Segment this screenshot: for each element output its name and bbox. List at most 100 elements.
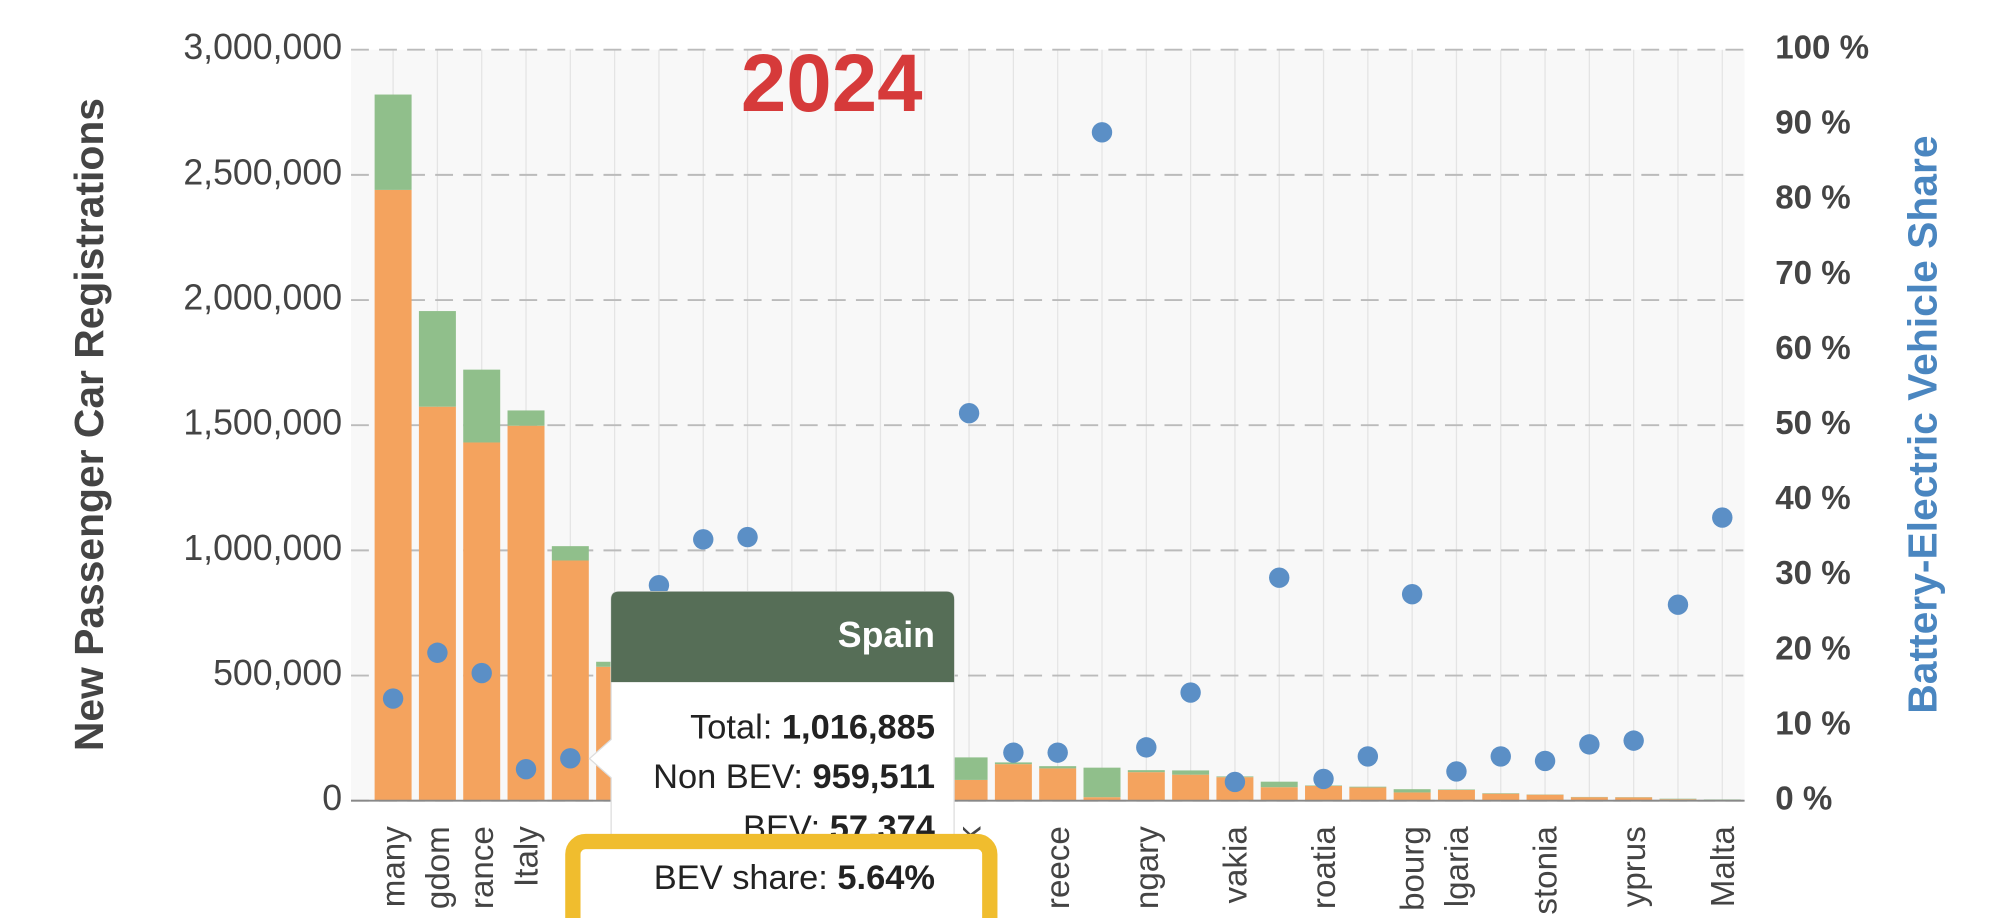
bar-segment: [1349, 786, 1387, 788]
tooltip-value: 5.64%: [837, 859, 935, 897]
share-dot: [560, 748, 581, 769]
bar-segment: [950, 779, 988, 801]
bar-segment: [1703, 799, 1741, 800]
y2-tick-label: 100 %: [1775, 29, 1869, 66]
tooltip-title: Spain: [838, 615, 935, 655]
bar-segment: [1127, 772, 1165, 801]
bar-segment: [994, 764, 1032, 801]
y2-tick-label: 90 %: [1775, 105, 1851, 142]
bar-segment: [1526, 794, 1564, 801]
y2-tick-label: 70 %: [1775, 255, 1851, 292]
bar-segment: [1039, 766, 1077, 769]
x-tick-label: bourg: [1395, 826, 1432, 911]
share-dot: [1623, 730, 1644, 751]
y-tick-label: 1,000,000: [183, 528, 342, 568]
share-dot: [1136, 737, 1157, 758]
share-dot: [382, 688, 404, 709]
share-dot: [1313, 768, 1334, 790]
share-dot: [1091, 122, 1113, 143]
marks: 0 500,000 1,000,000 1,500,000 2,000,000 2,500…: [183, 27, 1869, 914]
y-tick-label: 1,500,000: [183, 403, 342, 443]
bar-segment: [463, 369, 501, 443]
bar-segment: [1615, 797, 1653, 801]
y2-tick-label: 50 %: [1775, 405, 1851, 442]
y-tick-label: 2,000,000: [183, 277, 342, 317]
tooltip-value: 959,511: [812, 758, 934, 796]
bar-segment: [1172, 770, 1210, 775]
tooltip-label: Non BEV:: [653, 758, 803, 796]
share-dot: [648, 574, 670, 596]
x-tick-label: roatia: [1306, 826, 1343, 909]
bar-segment: [374, 94, 412, 190]
y2-tick-label: 40 %: [1775, 480, 1851, 517]
bar-segment: [418, 406, 456, 801]
bar-segment: [1127, 770, 1165, 773]
bar-segment: [1393, 792, 1431, 801]
x-tick-label: ngary: [1129, 826, 1166, 909]
share-dot: [1180, 682, 1201, 703]
bar-segment: [950, 757, 988, 780]
y-tick-label: 500,000: [213, 653, 342, 693]
y-tick-label: 3,000,000: [183, 27, 342, 67]
x-tick-label: Malta: [1705, 826, 1742, 908]
tooltip-label: Total:: [690, 708, 772, 746]
bar-segment: [1349, 787, 1387, 801]
tooltip-value: 1,016,885: [782, 708, 935, 746]
share-dot: [1357, 746, 1379, 767]
bar-segment: [1482, 793, 1520, 801]
share-dot: [515, 758, 537, 780]
x-tick-label: lgaria: [1439, 826, 1476, 908]
bar-segment: [994, 762, 1032, 765]
bar-segment: [1083, 797, 1121, 801]
share-dot: [958, 402, 980, 424]
tooltip-header: [611, 591, 955, 683]
bar-segment: [1393, 789, 1431, 793]
bar-segment: [374, 189, 412, 801]
y2-tick-label: 0 %: [1775, 780, 1832, 817]
y-axis-title: New Passenger Car Registrations: [66, 98, 112, 751]
share-dot: [1712, 507, 1733, 528]
share-dot: [693, 529, 714, 550]
y-tick-label: 0: [322, 778, 342, 818]
x-tick-label: many: [376, 826, 413, 907]
bar-segment: [1305, 785, 1343, 801]
share-dot: [427, 642, 448, 663]
bar-segment: [1172, 774, 1210, 801]
x-tick-label: yprus: [1616, 826, 1653, 907]
y2-tick-label: 20 %: [1775, 630, 1851, 667]
y2-tick-label: 80 %: [1775, 180, 1851, 217]
bar-segment: [418, 311, 456, 407]
bar-segment: [551, 546, 589, 561]
bar-segment: [1260, 781, 1298, 788]
share-dot: [471, 662, 492, 684]
bar-segment: [507, 410, 545, 426]
bar-segment: [1437, 789, 1475, 790]
y2-tick-label: 30 %: [1775, 555, 1851, 592]
share-dot: [1003, 742, 1024, 763]
y-tick-label: 2,500,000: [183, 152, 342, 192]
x-tick-label: rance: [464, 826, 501, 909]
share-dot: [1269, 567, 1290, 588]
share-dot: [1047, 742, 1068, 763]
bar-segment: [463, 442, 501, 801]
share-dot: [1401, 583, 1423, 605]
share-dot: [737, 526, 758, 548]
share-dot: [1579, 734, 1600, 755]
share-dot: [1534, 750, 1556, 772]
bar-segment: [1260, 787, 1298, 801]
x-tick-label: Italy: [508, 826, 545, 887]
share-dot: [1667, 594, 1689, 615]
share-dot: [1446, 761, 1467, 782]
bar-segment: [1570, 797, 1608, 801]
tooltip: Spain Total: 1,016,885 Non BEV: 959,511 …: [565, 590, 998, 918]
bar-segment: [507, 425, 545, 801]
x-tick-label: reece: [1040, 826, 1077, 909]
tooltip-row: Total: 1,016,885: [690, 708, 935, 746]
bar-segment: [1659, 798, 1697, 800]
tooltip-row: BEV share: 5.64%: [654, 859, 935, 897]
bar-segment: [1039, 768, 1077, 801]
share-dot: [1224, 771, 1246, 793]
chart-title: 2024: [741, 38, 923, 129]
bar-segment: [1482, 793, 1520, 794]
